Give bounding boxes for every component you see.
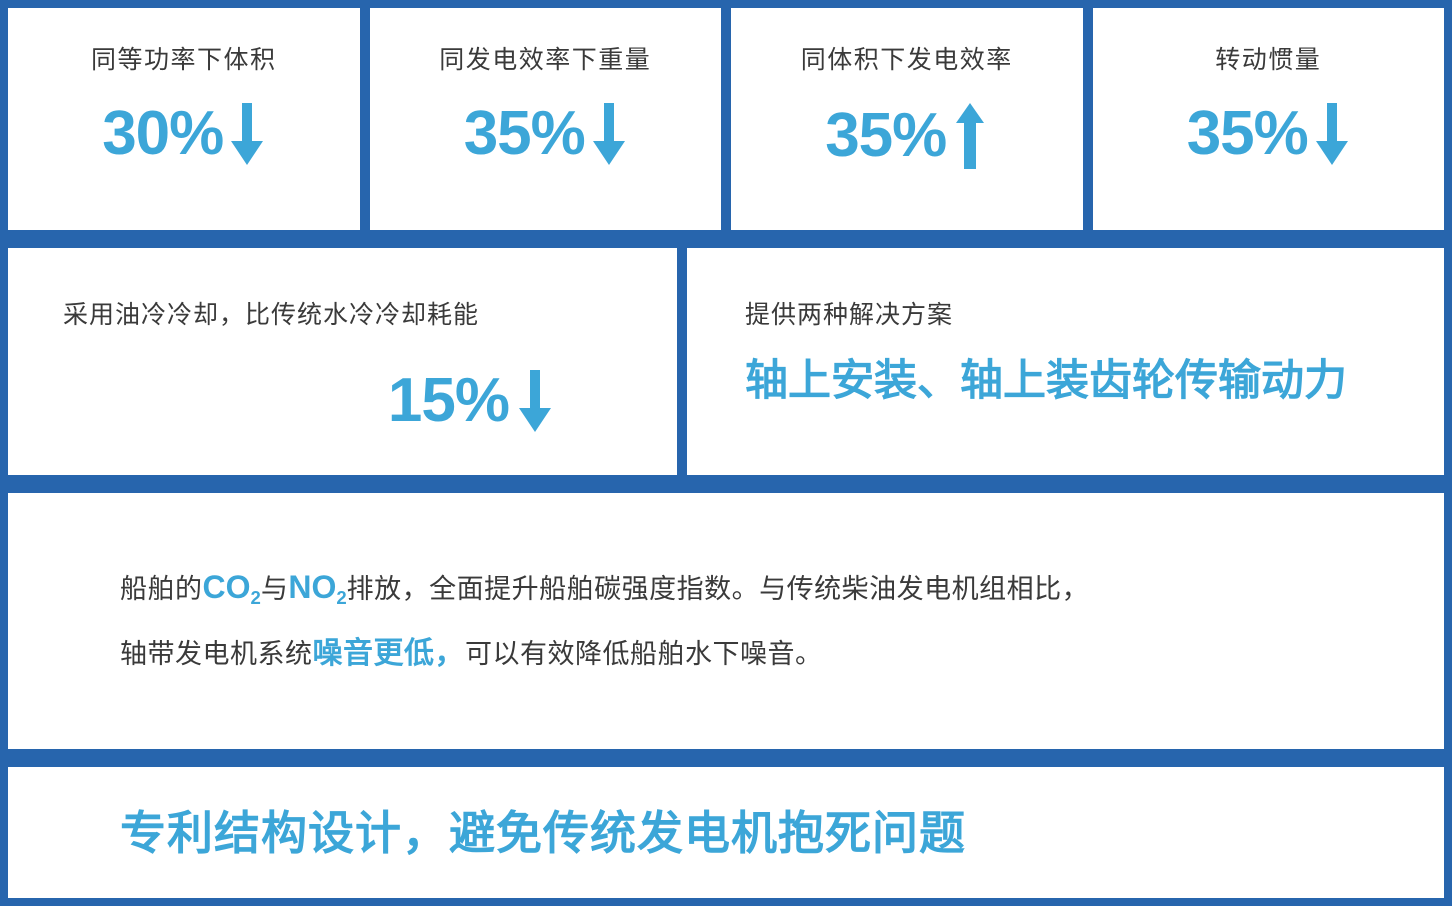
para2-highlight: 噪音更低， <box>312 637 465 670</box>
chem-co2-subscript: 2 <box>250 586 261 608</box>
cooling-label: 采用油冷冷却，比传统水冷冷却耗能 <box>63 301 480 329</box>
stat-label: 同发电效率下重量 <box>439 46 652 74</box>
stat-label: 转动惯量 <box>1215 46 1322 74</box>
para2-prefix: 轴带发电机系统 <box>120 639 313 669</box>
stat-value: 30% <box>102 99 224 168</box>
cooling-card: 采用油冷冷却，比传统水冷冷却耗能 15% <box>8 248 677 475</box>
cooling-value: 15% <box>387 366 510 435</box>
paragraph-line-2: 轴带发电机系统噪音更低，可以有效降低船舶水下噪音。 <box>120 639 1444 669</box>
solution-headline: 轴上安装、轴上装齿轮传输动力 <box>745 357 1347 405</box>
stat-value: 35% <box>463 99 586 168</box>
stat-value-line: 35% <box>1187 103 1350 165</box>
arrow-down-icon <box>229 103 265 165</box>
banner-row: 专利结构设计，避免传统发电机抱死问题 <box>8 767 1444 898</box>
chem-no2-symbol: NO <box>288 569 337 605</box>
stat-value: 35% <box>825 101 947 170</box>
paragraph-line-1: 船舶的CO2与NO2排放，全面提升船舶碳强度指数。与传统柴油发电机组相比， <box>120 569 1444 608</box>
para2-suffix: 可以有效降低船舶水下噪音。 <box>465 639 823 669</box>
para-suffix: 排放，全面提升船舶碳强度指数。与传统柴油发电机组相比， <box>346 574 1090 604</box>
stat-card-weight: 同发电效率下重量 35% <box>369 8 721 230</box>
para-prefix: 船舶的 <box>120 574 203 604</box>
stat-card-volume: 同等功率下体积 30% <box>8 8 360 230</box>
solution-label: 提供两种解决方案 <box>745 301 954 329</box>
stat-card-inertia: 转动惯量 35% <box>1092 8 1444 230</box>
cooling-value-line: 15% <box>63 370 631 432</box>
arrow-up-icon <box>952 103 988 169</box>
banner-card: 专利结构设计，避免传统发电机抱死问题 <box>8 767 1444 898</box>
stat-value-line: 35% <box>825 103 988 169</box>
stat-label: 同体积下发电效率 <box>800 46 1013 74</box>
chem-no2-subscript: 2 <box>336 586 347 608</box>
chem-co2: CO2 <box>202 569 261 608</box>
arrow-down-icon <box>591 103 627 165</box>
stats-row: 同等功率下体积 30% 同发电效率下重量 35% <box>8 8 1444 230</box>
paragraph-row: 船舶的CO2与NO2排放，全面提升船舶碳强度指数。与传统柴油发电机组相比， 轴带… <box>8 493 1444 749</box>
stat-value-line: 35% <box>464 103 627 165</box>
stat-value-line: 30% <box>102 103 265 165</box>
paragraph-card: 船舶的CO2与NO2排放，全面提升船舶碳强度指数。与传统柴油发电机组相比， 轴带… <box>8 493 1444 749</box>
stat-card-efficiency: 同体积下发电效率 35% <box>731 8 1083 230</box>
arrow-down-icon <box>517 370 553 432</box>
chem-co2-symbol: CO <box>202 569 251 605</box>
banner-headline: 专利结构设计，避免传统发电机抱死问题 <box>120 806 966 859</box>
chem-no2: NO2 <box>288 569 347 608</box>
solution-card: 提供两种解决方案 轴上安装、轴上装齿轮传输动力 <box>687 248 1444 475</box>
stat-value: 35% <box>1186 99 1309 168</box>
stat-label: 同等功率下体积 <box>90 46 277 74</box>
para-mid: 与 <box>260 574 289 604</box>
arrow-down-icon <box>1314 103 1350 165</box>
middle-row: 采用油冷冷却，比传统水冷冷却耗能 15% 提供两种解决方案 轴上安装、轴上装齿轮… <box>8 248 1444 475</box>
